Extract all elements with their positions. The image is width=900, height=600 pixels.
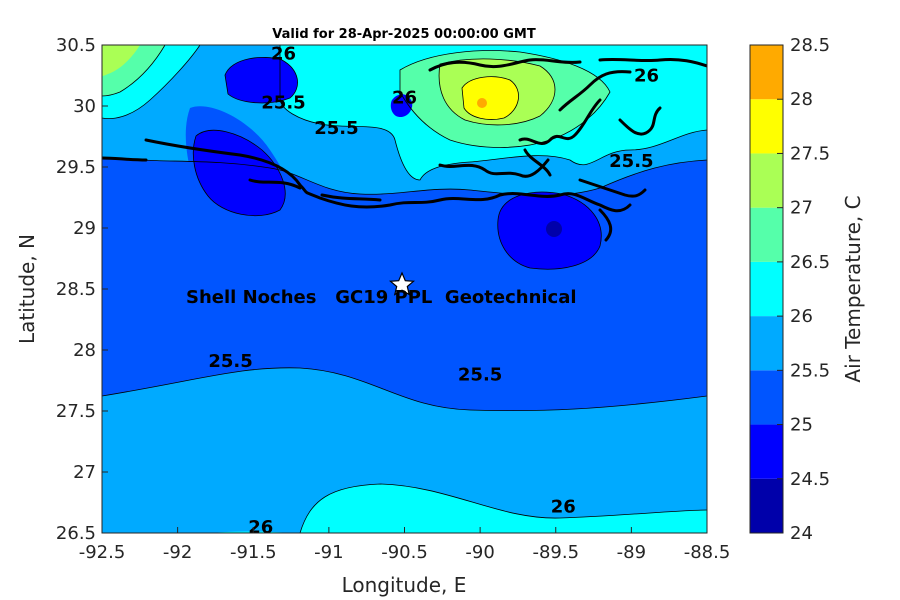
- fill-25.5-26-south: [102, 367, 707, 533]
- contour-label: 26.5: [413, 25, 457, 46]
- colorbar-segment: [750, 45, 783, 100]
- colorbar-tick-label: 26.5: [790, 252, 830, 273]
- x-axis-label: Longitude, E: [342, 573, 467, 597]
- contour-label: 25: [271, 0, 296, 21]
- colorbar-tick-label: 24.5: [790, 469, 830, 490]
- y-tick-label: 26.5: [56, 523, 96, 544]
- fill-26-26.5-south: [300, 484, 707, 533]
- colorbar-segment: [750, 478, 783, 533]
- contour-label: 25.5: [458, 365, 502, 386]
- colorbar-tick-label: 27.5: [790, 143, 830, 164]
- fill-25-25.5-center-north: [390, 94, 413, 118]
- colorbar-tick-label: 27: [790, 198, 813, 219]
- fill-27-27.5-nw: [102, 45, 140, 76]
- fill-27.5-28-north: [462, 76, 519, 120]
- y-tick-label: 30.5: [56, 35, 96, 56]
- x-tick-label: -88.5: [684, 542, 731, 563]
- colorbar-tick-label: 25.5: [790, 360, 830, 381]
- contour-label: 25.5: [609, 151, 653, 172]
- site-annotation: Shell Noches GC19 PPL Geotechnical: [186, 287, 577, 308]
- colorbar-tick-label: 28.5: [790, 35, 830, 56]
- contour-label: 26: [271, 44, 296, 65]
- colorbar-segment: [750, 261, 783, 317]
- contour-label: 26: [150, 5, 175, 26]
- site-star-marker: [388, 271, 416, 296]
- y-tick-label: 28.5: [56, 279, 96, 300]
- y-axis-label: Latitude, N: [15, 234, 39, 344]
- x-tick-label: -90: [465, 542, 494, 563]
- coastline: [102, 57, 707, 242]
- x-axis-ticks: -92.5 -92 -91.5 -91 -90.5 -90 -89.5 -89 -88.5: [79, 527, 731, 563]
- fill-24-pocket: [546, 221, 562, 237]
- contour-label: 26: [551, 496, 576, 517]
- y-tick-label: 28: [73, 340, 96, 361]
- y-tick-label: 27.5: [56, 401, 96, 422]
- colorbar-tick-label: 25: [790, 415, 813, 436]
- y-tick-label: 27: [73, 462, 96, 483]
- fill-28-hotspot: [477, 98, 487, 108]
- colorbar-tick-label: 24: [790, 523, 813, 544]
- x-tick-label: -91.5: [230, 542, 277, 563]
- contour-label: 26: [248, 517, 273, 538]
- colorbar-label: Air Temperature, C: [841, 195, 865, 382]
- contour-label: 25.5: [261, 92, 305, 113]
- plot-title: Valid for 28-Apr-2025 00:00:00 GMT: [272, 27, 536, 42]
- x-tick-label: -89.5: [532, 542, 579, 563]
- x-tick-label: -91: [314, 542, 343, 563]
- colorbar-frame: [749, 44, 784, 534]
- contour-label: 26: [634, 66, 659, 87]
- contour-label: 25.5: [208, 351, 252, 372]
- colorbar-segment: [750, 99, 783, 154]
- colorbar-segment: [750, 424, 783, 479]
- fill-24.5-25-northwest: [225, 57, 298, 103]
- colorbar-segment: [750, 207, 783, 262]
- colorbar-tick-label: 26: [790, 306, 813, 327]
- x-tick-label: -90.5: [381, 542, 428, 563]
- contour-label: 25.5: [314, 118, 358, 139]
- contour-label: 26: [392, 88, 417, 109]
- y-axis-ticks: 30.5 30 29.5 29 28.5 28 27.5 27 26.5: [56, 35, 108, 544]
- y-tick-label: 30: [73, 96, 96, 117]
- colorbar-segment: [750, 316, 783, 371]
- colorbar-segment: [750, 370, 783, 425]
- colorbar-segment: [750, 153, 783, 208]
- y-tick-label: 29.5: [56, 157, 96, 178]
- x-tick-label: -92.5: [79, 542, 126, 563]
- x-tick-label: -92: [163, 542, 192, 563]
- colorbar-ticks: 28.5 28 27.5 27 26.5 26 25.5 25 24.5 24: [777, 35, 830, 544]
- y-tick-label: 29: [73, 218, 96, 239]
- colorbar: [750, 45, 783, 533]
- contour-lines: [102, 45, 707, 533]
- colorbar-tick-label: 28: [790, 89, 813, 110]
- contour-label: 25.5: [155, 20, 199, 41]
- x-tick-label: -89: [617, 542, 646, 563]
